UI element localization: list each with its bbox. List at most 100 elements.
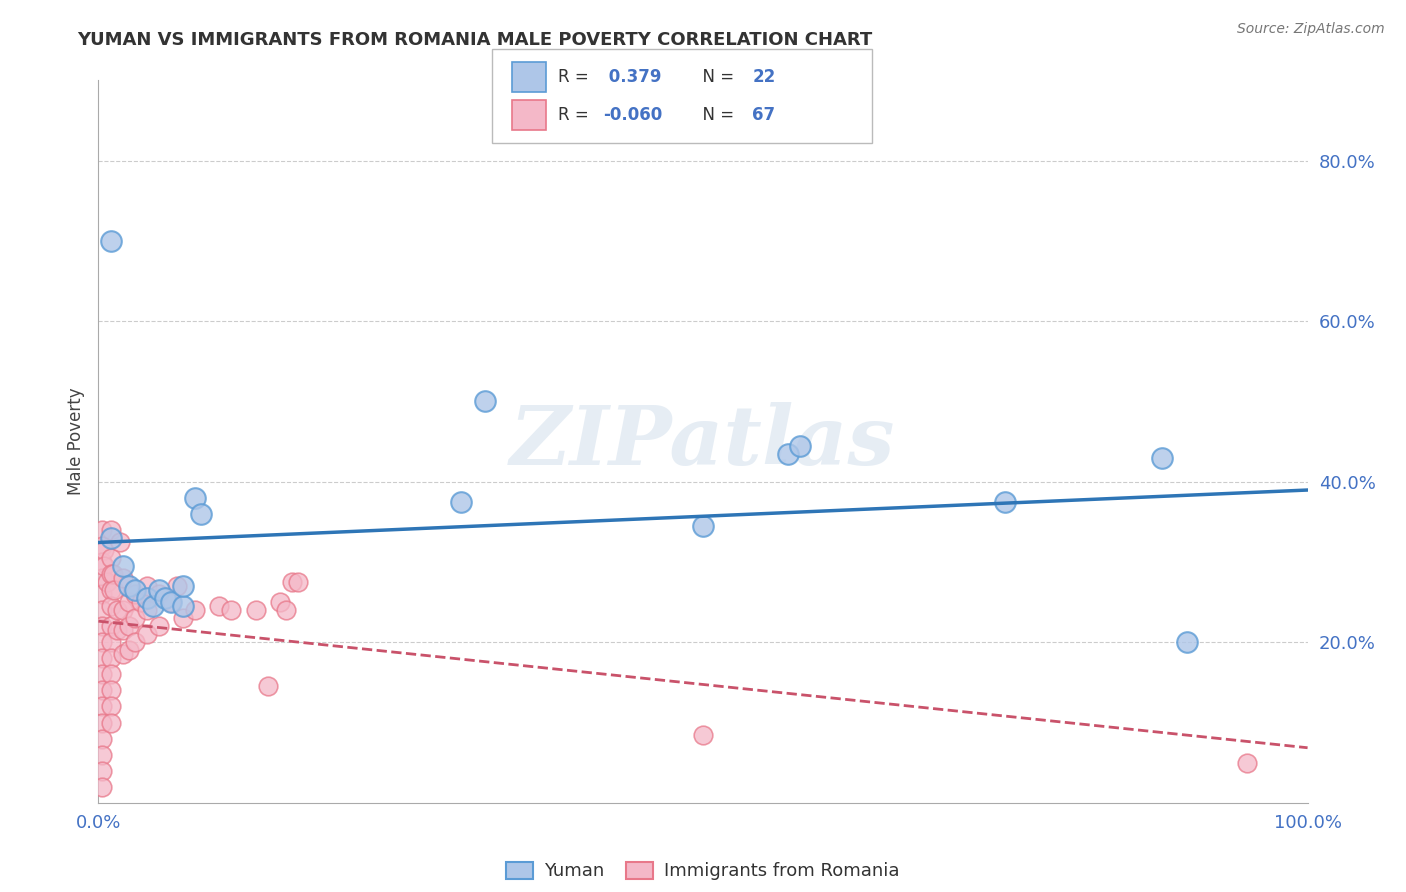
Point <box>91 667 114 681</box>
Point <box>474 394 496 409</box>
Point <box>160 595 183 609</box>
Point <box>111 558 134 574</box>
Legend: Yuman, Immigrants from Romania: Yuman, Immigrants from Romania <box>499 855 907 888</box>
Point <box>274 603 297 617</box>
Point <box>190 507 212 521</box>
Point <box>91 635 114 649</box>
Point <box>105 603 128 617</box>
Point <box>100 715 122 730</box>
Point <box>100 234 122 248</box>
Point <box>100 635 122 649</box>
Point <box>118 643 141 657</box>
Point <box>172 611 194 625</box>
Point <box>96 574 118 589</box>
Point <box>118 619 141 633</box>
Point <box>91 699 114 714</box>
Point <box>118 595 141 609</box>
Point <box>91 780 114 794</box>
Point <box>91 619 114 633</box>
Point <box>100 699 122 714</box>
Point <box>148 619 170 633</box>
Point <box>100 667 122 681</box>
Text: R =: R = <box>558 68 595 86</box>
Point <box>184 491 207 505</box>
Point <box>118 579 141 593</box>
Text: N =: N = <box>692 106 740 124</box>
Point <box>450 494 472 508</box>
Point <box>91 539 114 553</box>
Point <box>994 494 1017 508</box>
Point <box>93 542 115 557</box>
Point <box>100 531 122 545</box>
Point <box>100 567 122 582</box>
Point <box>100 619 122 633</box>
Point <box>160 595 183 609</box>
Point <box>91 587 114 601</box>
Point <box>91 555 114 569</box>
Point <box>692 728 714 742</box>
Point <box>100 683 122 698</box>
Point <box>124 583 146 598</box>
Text: N =: N = <box>692 68 740 86</box>
Point <box>100 523 122 537</box>
Point <box>108 534 131 549</box>
Point <box>135 603 157 617</box>
Point <box>221 603 243 617</box>
Point <box>91 683 114 698</box>
Point <box>100 599 122 614</box>
Point <box>692 518 714 533</box>
Point <box>91 731 114 746</box>
Point <box>135 579 157 593</box>
Point <box>100 583 122 598</box>
Point <box>111 648 134 662</box>
Point <box>124 587 146 601</box>
Point <box>135 627 157 641</box>
Point <box>91 747 114 762</box>
Point <box>1175 635 1198 649</box>
Point <box>172 579 194 593</box>
Point <box>1236 756 1258 770</box>
Text: YUMAN VS IMMIGRANTS FROM ROMANIA MALE POVERTY CORRELATION CHART: YUMAN VS IMMIGRANTS FROM ROMANIA MALE PO… <box>77 31 873 49</box>
Point <box>100 550 122 566</box>
Point <box>100 651 122 665</box>
Point <box>789 438 811 452</box>
Text: 67: 67 <box>752 106 775 124</box>
Point <box>148 587 170 601</box>
Point <box>91 571 114 585</box>
Point <box>91 523 114 537</box>
Text: Source: ZipAtlas.com: Source: ZipAtlas.com <box>1237 22 1385 37</box>
Point <box>184 603 207 617</box>
Point <box>269 595 291 609</box>
Point <box>1152 450 1174 465</box>
Text: 22: 22 <box>752 68 776 86</box>
Point <box>135 591 157 605</box>
Point <box>256 680 278 694</box>
Point <box>208 599 231 614</box>
Point <box>91 764 114 778</box>
Point <box>124 611 146 625</box>
Text: ZIPatlas: ZIPatlas <box>510 401 896 482</box>
Point <box>91 651 114 665</box>
Text: R =: R = <box>558 106 595 124</box>
Point <box>148 583 170 598</box>
Point <box>93 558 115 574</box>
Point <box>111 623 134 637</box>
Point <box>91 715 114 730</box>
Y-axis label: Male Poverty: Male Poverty <box>66 388 84 495</box>
Point <box>153 591 176 605</box>
Point <box>111 571 134 585</box>
Point <box>105 623 128 637</box>
Point <box>91 603 114 617</box>
Point <box>776 446 799 460</box>
Point <box>172 599 194 614</box>
Point <box>103 583 125 598</box>
Text: -0.060: -0.060 <box>603 106 662 124</box>
Point <box>142 599 165 614</box>
Point <box>111 603 134 617</box>
Point <box>124 635 146 649</box>
Text: 0.379: 0.379 <box>603 68 662 86</box>
Point <box>281 574 304 589</box>
Point <box>129 595 152 609</box>
Point <box>166 579 188 593</box>
Point <box>287 574 309 589</box>
